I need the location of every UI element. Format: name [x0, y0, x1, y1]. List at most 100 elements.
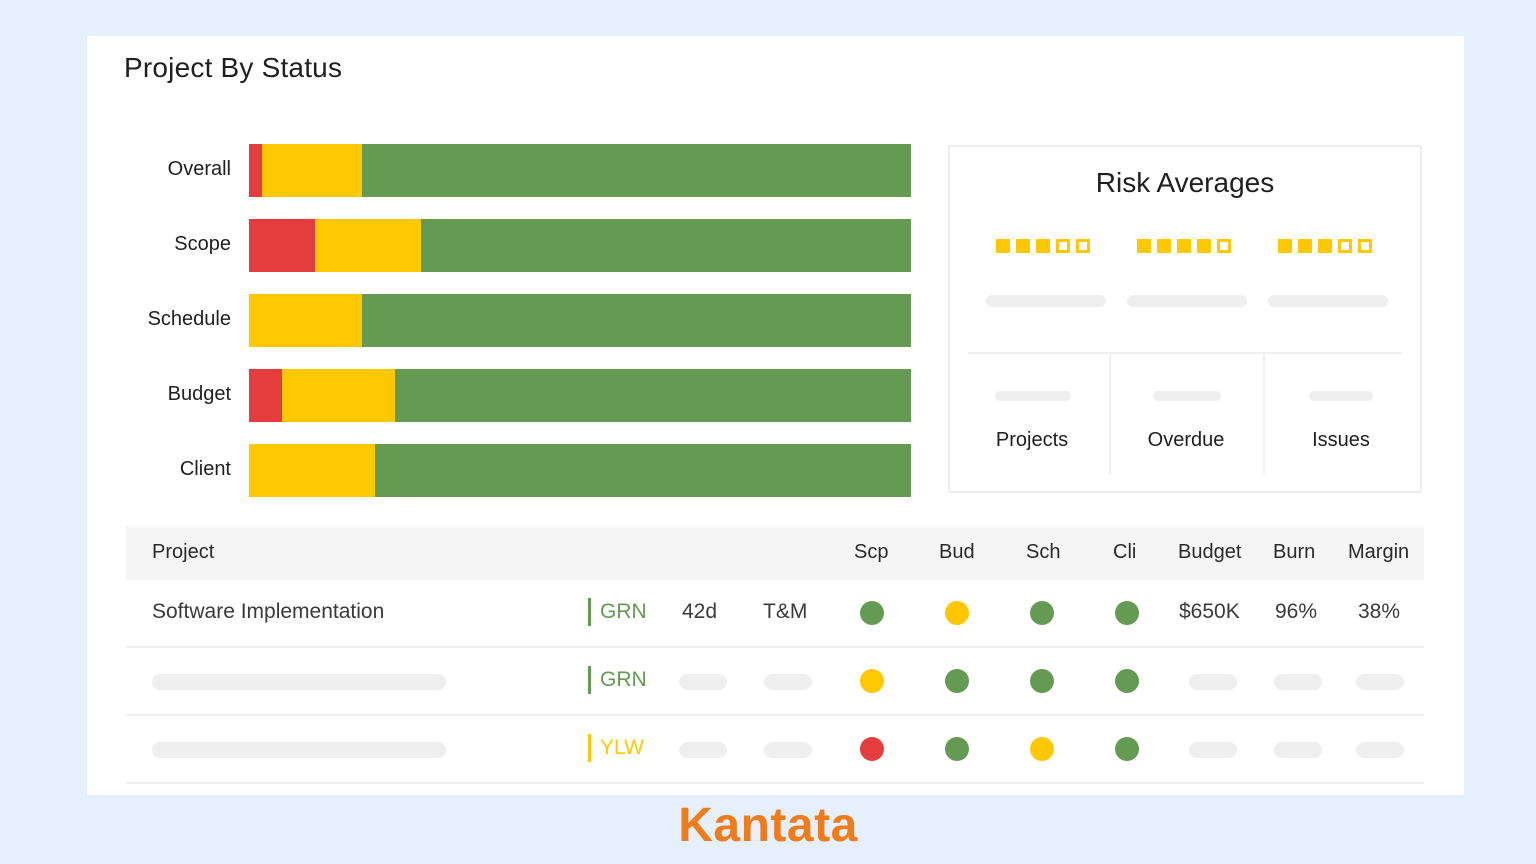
bud-status-dot — [945, 737, 969, 761]
rating-filled-icon — [1278, 239, 1292, 253]
col-sch[interactable]: Sch — [1026, 541, 1061, 563]
status-bar-overall[interactable] — [249, 144, 911, 197]
bud-status-dot — [945, 669, 969, 693]
bar-segment-red — [249, 369, 283, 422]
placeholder-bar — [152, 674, 446, 690]
bar-label-client: Client — [179, 458, 231, 480]
col-bud[interactable]: Bud — [939, 541, 975, 563]
placeholder-bar — [1189, 674, 1237, 690]
col-margin[interactable]: Margin — [1348, 541, 1410, 563]
rating-empty-icon — [1217, 239, 1231, 253]
divider — [1109, 354, 1111, 474]
col-project[interactable]: Project — [152, 541, 215, 563]
bar-segment-yellow — [249, 444, 375, 497]
placeholder-bar — [1309, 391, 1373, 401]
rating-filled-icon — [1318, 239, 1332, 253]
placeholder-bar — [1153, 391, 1221, 401]
burn-value: 96% — [1275, 600, 1318, 623]
metric-issues: Issues — [1312, 429, 1370, 451]
metric-overdue: Overdue — [1147, 429, 1225, 451]
status-bar-scope[interactable] — [249, 219, 911, 272]
scp-status-dot — [860, 669, 884, 693]
bar-label-schedule: Schedule — [147, 308, 231, 330]
cli-status-dot — [1115, 601, 1139, 625]
scp-status-dot — [860, 737, 884, 761]
placeholder-bar — [1356, 742, 1404, 758]
margin-value: 38% — [1358, 600, 1401, 623]
risk-averages-panel: Risk Averages Projects Overdue Issues — [948, 145, 1422, 493]
bar-segment-green — [374, 444, 911, 497]
placeholder-bar — [1356, 674, 1404, 690]
bar-segment-red — [249, 144, 263, 197]
cli-status-dot — [1115, 669, 1139, 693]
col-scp[interactable]: Scp — [854, 541, 889, 563]
bud-status-dot — [945, 601, 969, 625]
rating-filled-icon — [996, 239, 1010, 253]
col-burn[interactable]: Burn — [1273, 541, 1316, 563]
sch-status-dot — [1030, 737, 1054, 761]
col-cli[interactable]: Cli — [1113, 541, 1137, 563]
rating-filled-icon — [1016, 239, 1030, 253]
budget-value: $650K — [1179, 600, 1240, 623]
scp-status-dot — [860, 601, 884, 625]
metric-projects: Projects — [995, 429, 1069, 451]
rating-filled-icon — [1298, 239, 1312, 253]
status-bar-client[interactable] — [249, 444, 911, 497]
kantata-logo: Kantata — [678, 799, 858, 852]
bar-segment-green — [361, 144, 911, 197]
rating-filled-icon — [1177, 239, 1191, 253]
risk-rating — [996, 239, 1090, 253]
placeholder-bar — [1268, 295, 1388, 307]
bar-segment-yellow — [315, 219, 422, 272]
bar-segment-yellow — [249, 294, 362, 347]
risk-title: Risk Averages — [1095, 167, 1275, 198]
cli-status-dot — [1115, 737, 1139, 761]
divider — [1263, 354, 1265, 474]
table-row[interactable]: YLW — [126, 716, 1424, 784]
billing-type: T&M — [763, 600, 808, 623]
project-status-card: Project By Status Overall Scope Schedule Bu… — [87, 36, 1464, 795]
divider — [968, 352, 1402, 354]
status-badge: GRN — [588, 666, 647, 694]
rating-empty-icon — [1056, 239, 1070, 253]
rating-empty-icon — [1076, 239, 1090, 253]
risk-rating — [1137, 239, 1231, 253]
status-bar-budget[interactable] — [249, 369, 911, 422]
rating-empty-icon — [1358, 239, 1372, 253]
rating-filled-icon — [1157, 239, 1171, 253]
bar-segment-yellow — [282, 369, 395, 422]
bar-segment-green — [361, 294, 911, 347]
bar-label-scope: Scope — [174, 233, 231, 255]
table-row[interactable]: GRN — [126, 648, 1424, 716]
bar-label-budget: Budget — [167, 383, 231, 405]
duration: 42d — [682, 600, 718, 623]
bar-label-overall: Overall — [167, 158, 231, 180]
placeholder-bar — [679, 742, 727, 758]
sch-status-dot — [1030, 669, 1054, 693]
placeholder-bar — [986, 295, 1106, 307]
table-row[interactable]: Software Implementation GRN 42d T&M $650K 96%… — [126, 580, 1424, 648]
bar-segment-green — [394, 369, 911, 422]
rating-filled-icon — [1137, 239, 1151, 253]
placeholder-bar — [152, 742, 446, 758]
status-bar-schedule[interactable] — [249, 294, 911, 347]
bar-segment-yellow — [262, 144, 362, 197]
placeholder-bar — [679, 674, 727, 690]
sch-status-dot — [1030, 601, 1054, 625]
placeholder-bar — [764, 674, 812, 690]
rating-empty-icon — [1338, 239, 1352, 253]
bar-segment-green — [421, 219, 911, 272]
page-title: Project By Status — [124, 52, 343, 83]
risk-rating — [1278, 239, 1372, 253]
placeholder-bar — [1274, 742, 1322, 758]
placeholder-bar — [995, 391, 1071, 401]
project-name: Software Implementation — [152, 600, 385, 623]
rating-filled-icon — [1197, 239, 1211, 253]
placeholder-bar — [1127, 295, 1247, 307]
rating-filled-icon — [1036, 239, 1050, 253]
col-budget[interactable]: Budget — [1178, 541, 1242, 563]
table-header: Project Scp Bud Sch Cli Budget Burn Marg… — [126, 526, 1424, 580]
status-badge: GRN — [588, 598, 647, 626]
bar-segment-red — [249, 219, 316, 272]
placeholder-bar — [1189, 742, 1237, 758]
